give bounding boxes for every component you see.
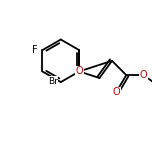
Text: O: O bbox=[75, 66, 83, 76]
Text: O: O bbox=[113, 87, 120, 97]
Text: F: F bbox=[32, 45, 38, 55]
Text: Br: Br bbox=[48, 77, 58, 86]
Text: O: O bbox=[140, 70, 147, 80]
